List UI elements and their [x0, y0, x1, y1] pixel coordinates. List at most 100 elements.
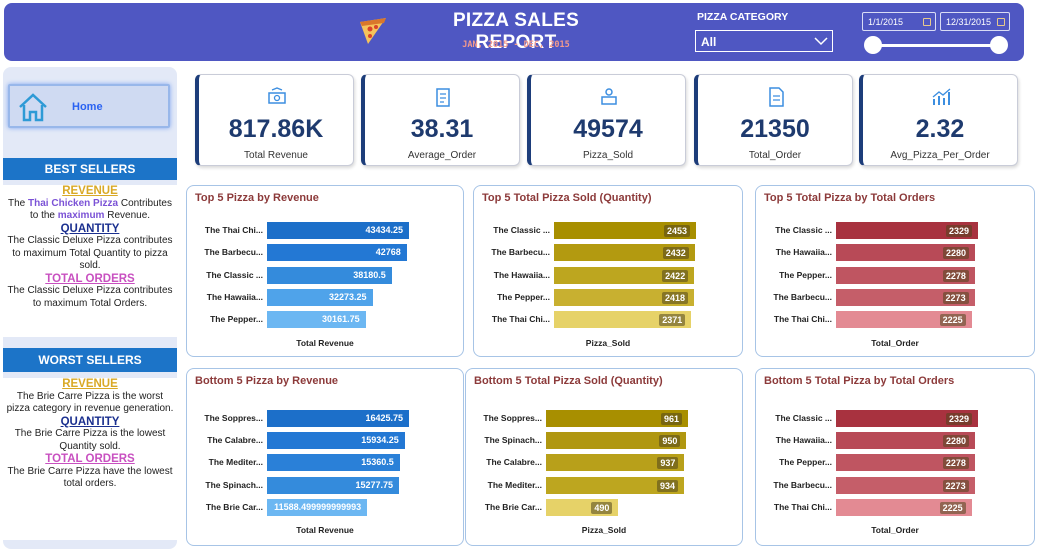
- date-slider-track[interactable]: [873, 44, 999, 47]
- bar-value-label: 2418: [661, 291, 688, 304]
- best-quantity-text: The Classic Deluxe Pizza contributes to …: [7, 235, 173, 271]
- x-axis-label: Total Revenue: [296, 525, 354, 535]
- bar-category-label: The Spinach...: [484, 435, 542, 446]
- home-icon: [19, 93, 47, 122]
- bar-category-label: The Thai Chi...: [491, 314, 550, 325]
- date-slider-end-handle[interactable]: [990, 36, 1008, 54]
- kpi-total-order: 21350 Total_Order: [694, 74, 853, 166]
- chart-title: Bottom 5 Total Pizza by Total Orders: [764, 375, 955, 387]
- chart-title: Bottom 5 Pizza by Revenue: [195, 375, 339, 387]
- bar[interactable]: 38180.5: [267, 266, 392, 284]
- bar-value-label: 2329: [945, 413, 972, 425]
- bar-category-label: The Hawaiia...: [493, 269, 550, 280]
- bar[interactable]: 2329: [836, 410, 978, 427]
- kpi-label: Pizza_Sold: [582, 150, 634, 161]
- bar[interactable]: 2280: [836, 244, 975, 262]
- bar-value-label: 38180.5: [353, 269, 386, 280]
- chart-bottom-revenue: Bottom 5 Pizza by Revenue The Soppres... 1…: [186, 368, 464, 546]
- chart-top-quantity: Top 5 Total Pizza Sold (Quantity) The Cla…: [473, 185, 743, 357]
- category-dropdown[interactable]: All: [695, 30, 833, 52]
- chart-title: Bottom 5 Total Pizza Sold (Quantity): [474, 375, 663, 387]
- bar[interactable]: 2329: [836, 222, 978, 239]
- chart-top-revenue: Top 5 Pizza by Revenue The Thai Chi... 434…: [186, 185, 464, 357]
- bar-category-label: The Barbecu...: [204, 247, 263, 258]
- bar[interactable]: 2280: [836, 432, 975, 450]
- kpi-label: Total_Order: [748, 150, 802, 161]
- bar[interactable]: 961: [546, 410, 688, 427]
- worst-orders-heading: TOTAL ORDERS: [45, 453, 135, 465]
- bar[interactable]: 16425.75: [267, 410, 409, 427]
- document-icon: [769, 87, 784, 107]
- bar-category-label: The Barbecu...: [773, 291, 832, 302]
- chart-title: Top 5 Pizza by Revenue: [195, 192, 319, 204]
- bar-value-label: 2278: [942, 457, 969, 470]
- home-label: Home: [72, 101, 103, 113]
- best-sellers-title: BEST SELLERS: [3, 158, 177, 180]
- chart-top-orders: Top 5 Total Pizza by Total Orders The Cla…: [755, 185, 1035, 357]
- best-revenue-text: The Thai Chicken Pizza Contributes to th…: [8, 197, 172, 222]
- kpi-value: 21350: [740, 115, 810, 143]
- bar[interactable]: 490: [546, 498, 619, 516]
- worst-quantity-text: The Brie Carre Pizza is the lowest Quant…: [14, 428, 166, 452]
- money-icon: [268, 87, 286, 104]
- x-axis-label: Pizza_Sold: [585, 338, 631, 348]
- report-title: PIZZA SALES REPORT: [452, 10, 580, 53]
- bar[interactable]: 937: [546, 454, 685, 472]
- bar-category-label: The Classic ...: [493, 225, 550, 235]
- bar-value-label: 2329: [945, 225, 972, 237]
- bar-value-label: 2453: [663, 225, 690, 237]
- chart-bottom-quantity: Bottom 5 Total Pizza Sold (Quantity) The …: [465, 368, 743, 546]
- end-date-value: 12/31/2015: [946, 17, 992, 27]
- bar[interactable]: 2422: [554, 266, 695, 284]
- chart-bottom-orders: Bottom 5 Total Pizza by Total Orders The …: [755, 368, 1035, 546]
- bar-category-label: The Hawaiia...: [206, 291, 263, 302]
- worst-revenue-text: The Brie Carre Pizza is the worst pizza …: [6, 390, 174, 415]
- bar-category-label: The Mediter...: [208, 457, 263, 468]
- bar[interactable]: 2225: [836, 311, 972, 329]
- bar[interactable]: 2371: [554, 311, 692, 329]
- kpi-value: 2.32: [915, 115, 965, 143]
- end-date-input[interactable]: 12/31/2015: [940, 12, 1010, 31]
- bar[interactable]: 2273: [836, 288, 975, 306]
- bar[interactable]: 2278: [836, 266, 975, 284]
- bar[interactable]: 15277.75: [267, 476, 400, 494]
- bar[interactable]: 32273.25: [267, 288, 373, 306]
- bar-category-label: The Calabre...: [207, 435, 263, 446]
- bar[interactable]: 934: [546, 476, 684, 494]
- home-button[interactable]: Home: [8, 84, 170, 128]
- bar[interactable]: 2278: [836, 454, 975, 472]
- category-label: PIZZA CATEGORY: [697, 11, 789, 23]
- bar[interactable]: 2432: [554, 244, 695, 262]
- category-value: All: [701, 35, 717, 49]
- start-date-input[interactable]: 1/1/2015: [862, 12, 936, 31]
- worst-sellers-title: WORST SELLERS: [3, 348, 177, 372]
- bar-value-label: 490: [591, 501, 613, 514]
- bar[interactable]: 2453: [554, 222, 696, 239]
- chart-title: Top 5 Total Pizza by Total Orders: [764, 192, 936, 204]
- bar-category-label: The Hawaiia...: [775, 247, 832, 258]
- bar[interactable]: 2273: [836, 476, 975, 494]
- date-slider-start-handle[interactable]: [864, 36, 882, 54]
- bar-value-label: 2225: [939, 314, 966, 327]
- best-sellers-panel: REVENUE The Thai Chicken Pizza Contribut…: [3, 185, 177, 337]
- bar-value-label: 2432: [662, 247, 689, 260]
- bar-value-label: 15934.25: [361, 435, 399, 446]
- bar-category-label: The Pepper...: [497, 291, 550, 302]
- calendar-icon: [923, 18, 931, 26]
- bar[interactable]: 2225: [836, 498, 972, 516]
- bar[interactable]: 11588.499999999993: [267, 498, 368, 516]
- bar-value-label: 950: [659, 435, 681, 448]
- chevron-down-icon: [814, 37, 828, 46]
- bar[interactable]: 2418: [554, 288, 694, 306]
- bar[interactable]: 15360.5: [267, 454, 400, 472]
- bar[interactable]: 950: [546, 432, 687, 450]
- kpi-avg-pizza-per-order: 2.32 Avg_Pizza_Per_Order: [859, 74, 1018, 166]
- bar-category-label: The Barbecu...: [773, 479, 832, 490]
- bar[interactable]: 43434.25: [267, 222, 409, 239]
- bar[interactable]: 30161.75: [267, 311, 366, 329]
- worst-sellers-panel: REVENUE The Brie Carre Pizza is the wors…: [3, 378, 177, 540]
- kpi-total-revenue: 817.86K Total Revenue: [195, 74, 354, 166]
- bar[interactable]: 15934.25: [267, 432, 405, 450]
- bar-value-label: 30161.75: [322, 314, 360, 325]
- bar[interactable]: 42768: [267, 244, 407, 262]
